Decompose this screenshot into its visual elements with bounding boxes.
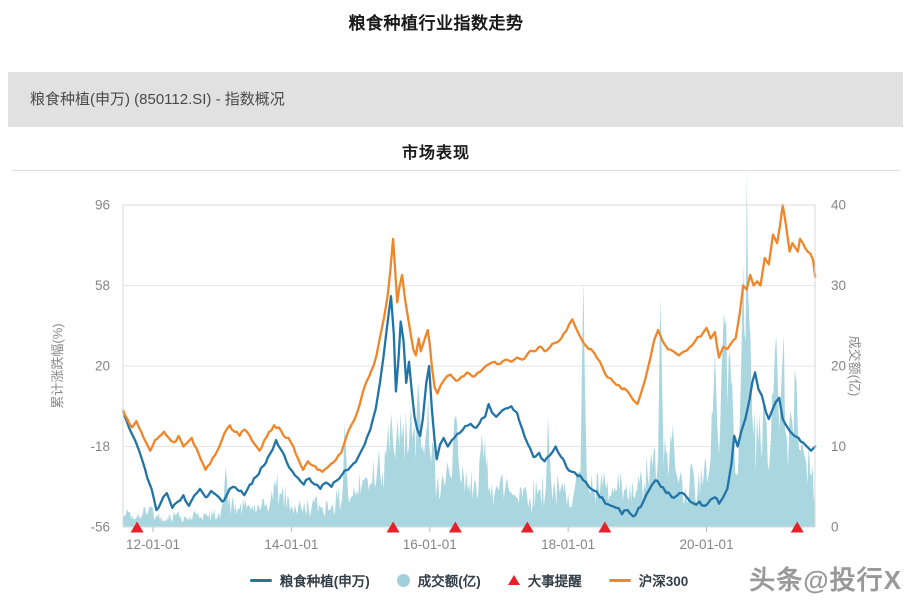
event-triangle-icon [386, 521, 400, 533]
event-triangle-icon [520, 521, 534, 533]
axis-ticks: 96 58 20 -18 -56 40 30 20 10 0 12-01-01 14-01-01 16-… [50, 198, 862, 553]
y-right-tick-label: 20 [831, 359, 846, 374]
x-tick-label: 14-01-01 [264, 537, 318, 552]
market-performance-chart: 96 58 20 -18 -56 40 30 20 10 0 12-01-01 14-01-01 16-… [50, 171, 862, 553]
event-triangle-icon [790, 521, 804, 533]
y-left-tick-label: 58 [95, 278, 110, 293]
x-tick-label: 12-01-01 [126, 537, 180, 552]
legend-item-index[interactable]: 粮食种植(申万) [249, 570, 370, 590]
chart-section-title: 市场表现 [401, 145, 470, 162]
legend-label: 粮食种植(申万) [279, 574, 370, 589]
legend-label: 沪深300 [638, 574, 689, 589]
legend-item-events[interactable]: 大事提醒 [507, 570, 582, 590]
x-tick-label: 18-01-01 [541, 537, 595, 552]
y-right-tick-label: 0 [831, 520, 839, 535]
index-line [122, 294, 817, 518]
event-triangle-swatch-icon [507, 575, 520, 585]
index-overview-label: 粮食种植(申万) (850112.SI) - 指数概况 [30, 91, 285, 108]
watermark: 头条@投行X [749, 565, 902, 595]
legend-label: 大事提醒 [527, 574, 582, 589]
hs300-line-swatch-icon [608, 578, 631, 582]
chart-series [122, 171, 817, 527]
y-right-tick-label: 10 [831, 439, 846, 454]
y-left-tick-label: 96 [95, 198, 110, 213]
y-left-tick-label: 20 [95, 359, 110, 374]
hs300-line [122, 203, 817, 474]
volume-circle-swatch-icon [396, 573, 410, 587]
volume-area [123, 171, 816, 527]
y-left-axis-title: 累计涨跌幅(%) [50, 323, 65, 408]
index-overview-bar: 粮食种植(申万) (850112.SI) - 指数概况 [8, 72, 903, 127]
y-left-tick-label: -56 [90, 520, 110, 535]
grid-lines [123, 285, 815, 447]
page-title: 粮食种植行业指数走势 [348, 14, 524, 33]
legend-label: 成交额(亿) [417, 574, 481, 589]
chart-legend: 粮食种植(申万) 成交额(亿) 大事提醒 沪深300 [123, 570, 815, 590]
legend-item-hs300[interactable]: 沪深300 [608, 570, 689, 590]
legend-item-volume[interactable]: 成交额(亿) [396, 570, 481, 590]
x-tick-label: 16-01-01 [403, 537, 457, 552]
index-line-swatch-icon [249, 578, 272, 582]
event-markers [130, 521, 804, 533]
event-triangle-icon [130, 521, 144, 533]
y-right-tick-label: 30 [831, 278, 846, 293]
event-triangle-icon [598, 521, 612, 533]
plot-frame [122, 204, 816, 528]
y-left-tick-label: -18 [90, 439, 110, 454]
y-right-axis-title: 成交额(亿) [847, 336, 862, 397]
event-triangle-icon [448, 521, 462, 533]
plot-border [122, 204, 816, 528]
y-right-tick-label: 40 [831, 198, 846, 213]
card-top-border [12, 170, 900, 171]
x-tick-label: 20-01-01 [680, 537, 734, 552]
